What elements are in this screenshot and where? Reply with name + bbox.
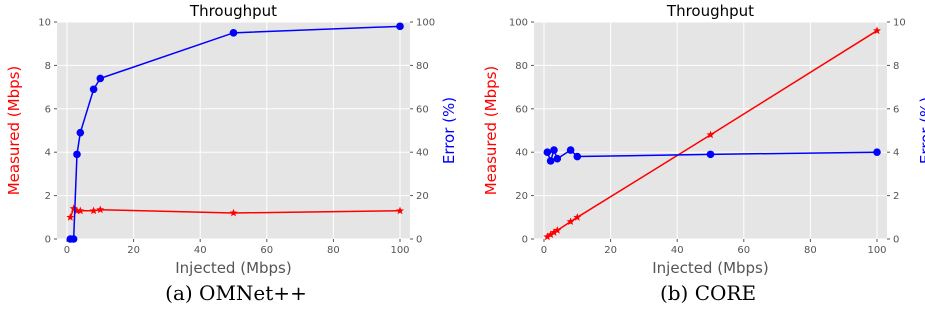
plot-area [57,22,410,239]
x-tick-label: 40 [671,245,684,256]
y2-tick-label: 0 [416,235,422,246]
error-point [573,152,582,161]
x-tick-label: 80 [327,245,340,256]
x-tick-label: 0 [541,245,547,256]
error-point [229,29,238,37]
measured-point [546,230,555,239]
error-point [546,157,555,165]
y-tick-label: 100 [509,18,528,29]
y2-tick-label: 2 [893,191,899,202]
measured-point [76,206,85,215]
y2-tick-label: 20 [416,191,429,202]
error-point [566,146,575,154]
y2-tick-label: 60 [416,104,429,115]
y-tick-label: 2 [45,191,51,202]
y-tick-label: 20 [515,191,528,202]
measured-point [66,213,75,221]
measured-point [96,205,105,214]
x-tick-label: 20 [604,245,617,256]
measured-point [573,213,582,221]
x-tick-label: 20 [127,245,140,256]
y2-axis-label: Error (%) [917,97,925,164]
chart-core: 0 20 40 60 80 100 0 20 40 60 80 100 0 2 4 6 8 10 Throughpu… [482,2,925,305]
error-point [89,85,98,94]
y2-axis-label: Error (%) [440,97,458,164]
error-point [873,148,881,156]
measured-point [229,208,238,217]
error-series-line [70,25,401,240]
plot-area [534,22,887,239]
y-tick-label: 0 [45,235,51,246]
y-tick-label: 60 [515,104,528,115]
y-tick-label: 0 [522,235,528,246]
y-axis-label: Measured (Mbps) [482,66,500,196]
error-point [553,154,562,163]
measured-point [566,217,575,226]
measured-point [89,206,98,215]
measured-point [706,130,715,139]
chart-title: Throughput [666,2,754,20]
measured-point [873,26,881,35]
y-axis-label: Measured (Mbps) [5,66,23,196]
y-tick-label: 6 [45,104,51,115]
figure-caption: (a) OMNet++ [165,281,307,305]
x-tick-label: 60 [737,245,750,256]
x-tick-label: 100 [390,245,409,256]
measured-point [549,228,558,236]
y2-tick-label: 0 [893,235,899,246]
y2-tick-label: 10 [893,18,906,29]
figure-caption: (b) CORE [660,281,756,305]
error-point [73,150,81,159]
y-tick-label: 4 [45,148,51,159]
error-point [396,22,404,31]
error-point [543,148,552,156]
y2-tick-label: 80 [416,61,429,72]
x-tick-label: 80 [804,245,817,256]
measured-point [396,206,404,215]
error-point [96,74,105,83]
x-tick-label: 40 [194,245,207,256]
measured-point [72,206,81,215]
error-point [550,146,558,154]
y-tick-label: 8 [45,61,51,72]
x-axis-label: Injected (Mbps) [175,259,291,277]
x-tick-label: 100 [867,245,886,256]
y2-tick-label: 40 [416,148,429,159]
y-tick-label: 40 [515,148,528,159]
chart-omnet: 0 20 40 60 80 1000246810020406080100Throughpu… [5,2,458,305]
error-point [76,128,85,137]
y2-tick-label: 4 [893,148,899,159]
measured-point [543,232,552,241]
measured-point [69,204,78,213]
y2-tick-label: 8 [893,61,899,72]
measured-point [553,226,562,234]
y2-tick-label: 6 [893,104,899,115]
y2-tick-label: 100 [416,18,435,29]
y-tick-label: 10 [38,18,51,29]
error-point [706,150,715,159]
x-tick-label: 60 [260,245,273,256]
error-point [69,235,78,243]
chart-title: Throughput [189,2,277,20]
y-tick-label: 80 [515,61,528,72]
x-tick-label: 0 [64,245,70,256]
x-axis-label: Injected (Mbps) [652,259,768,277]
